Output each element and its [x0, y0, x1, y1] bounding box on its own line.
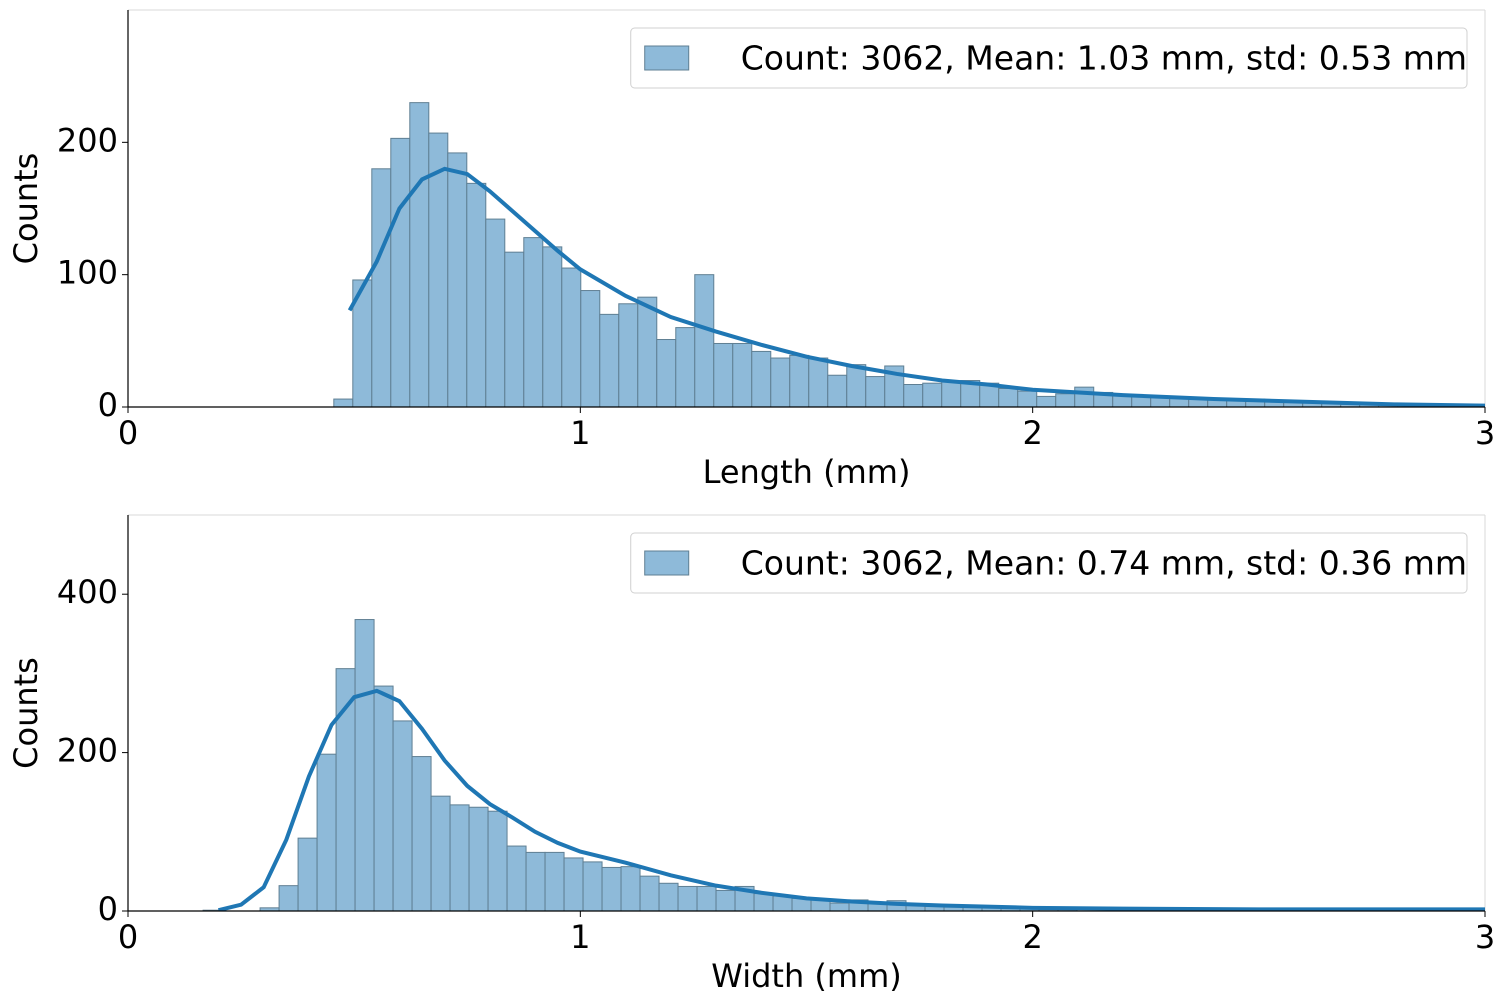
bar	[411, 756, 432, 911]
bar	[827, 374, 848, 407]
bar	[297, 837, 318, 911]
bar	[675, 327, 696, 407]
bar	[620, 866, 641, 911]
y-tick-label: 400	[57, 573, 118, 611]
x-axis-label: Width (mm)	[711, 957, 901, 995]
x-tick-label: 1	[570, 414, 590, 452]
x-tick-label: 2	[1022, 918, 1042, 956]
bar	[525, 851, 546, 911]
legend: Count: 3062, Mean: 0.74 mm, std: 0.36 mm	[630, 532, 1468, 594]
bar	[941, 381, 962, 407]
bar	[599, 313, 620, 407]
bar	[696, 885, 717, 911]
bar	[354, 619, 375, 911]
bar	[1017, 390, 1038, 407]
bar	[715, 889, 736, 911]
bar	[485, 218, 506, 407]
y-axis-label: Counts	[7, 657, 45, 769]
bar	[808, 357, 829, 407]
bar	[637, 296, 658, 407]
bar	[580, 290, 601, 407]
bar	[371, 168, 392, 407]
bar	[544, 851, 565, 911]
bar	[846, 364, 867, 407]
bar	[468, 806, 489, 911]
y-tick-label: 0	[98, 890, 118, 928]
bar	[865, 376, 886, 407]
bar	[639, 875, 660, 911]
bar	[278, 885, 299, 911]
bar	[694, 274, 715, 407]
bar	[409, 102, 430, 407]
bar	[449, 804, 470, 911]
x-tick-label: 3	[1475, 918, 1495, 956]
legend-label: Count: 3062, Mean: 0.74 mm, std: 0.36 mm	[741, 544, 1467, 583]
bar	[1074, 386, 1095, 407]
legend-box	[630, 532, 1468, 594]
bar	[542, 246, 563, 407]
x-axis-label: Length (mm)	[703, 453, 911, 491]
bar	[333, 398, 354, 407]
bar	[561, 267, 582, 407]
legend-swatch	[644, 550, 690, 576]
y-tick-label: 100	[57, 254, 118, 292]
bar	[770, 357, 791, 407]
bar	[1036, 395, 1057, 407]
y-tick-label: 200	[57, 732, 118, 770]
bar	[487, 810, 508, 911]
plot-area	[333, 102, 1485, 407]
bar	[903, 384, 924, 407]
legend-swatch	[644, 45, 690, 71]
subplot: 0 200 400 0 1 2 3 Width (mm) Counts Count: 3062, …	[7, 514, 1495, 995]
kde-line	[347, 166, 1485, 407]
x-tick-label: 2	[1022, 414, 1042, 452]
bar	[466, 182, 487, 407]
kde-line	[217, 688, 1485, 911]
bar	[732, 342, 753, 407]
bar	[1055, 393, 1076, 407]
bar	[753, 893, 774, 911]
bar	[523, 237, 544, 407]
y-axis-label: Counts	[7, 153, 45, 265]
bar	[789, 354, 810, 407]
bar	[618, 303, 639, 407]
bar	[677, 885, 698, 911]
bar	[563, 857, 584, 911]
legend-box	[630, 27, 1468, 89]
bar	[430, 795, 451, 911]
bar	[582, 861, 603, 911]
legend: Count: 3062, Mean: 1.03 mm, std: 0.53 mm	[630, 27, 1468, 89]
bar	[447, 152, 468, 407]
legend-label: Count: 3062, Mean: 1.03 mm, std: 0.53 mm	[741, 39, 1467, 78]
bar	[504, 251, 525, 407]
bar	[922, 382, 943, 407]
bar	[713, 342, 734, 407]
x-tick-label: 0	[118, 918, 138, 956]
bar	[392, 720, 413, 911]
bar	[601, 866, 622, 911]
plot-area	[202, 619, 1485, 911]
subplot: 0 100 200 0 1 2 3 Length (mm) Counts Count: 3062,…	[7, 9, 1495, 491]
x-tick-label: 0	[118, 414, 138, 452]
bar	[658, 882, 679, 911]
x-tick-label: 1	[570, 918, 590, 956]
y-tick-label: 200	[57, 121, 118, 159]
bar	[656, 339, 677, 407]
bar	[751, 350, 772, 407]
y-tick-label: 0	[98, 386, 118, 424]
bar	[506, 845, 527, 911]
bar	[373, 685, 394, 911]
bar	[390, 137, 411, 407]
x-tick-label: 3	[1475, 414, 1495, 452]
bar	[829, 902, 850, 911]
bar	[316, 753, 337, 911]
bar	[998, 387, 1019, 407]
